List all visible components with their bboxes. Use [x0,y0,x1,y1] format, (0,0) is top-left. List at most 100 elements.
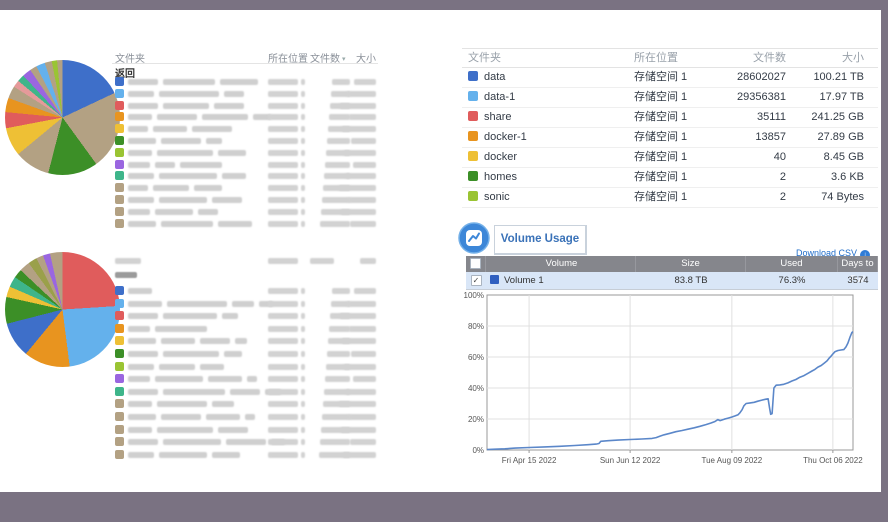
blurred-folder-row[interactable] [112,398,378,410]
blurred-folder-row[interactable] [112,348,378,360]
blurred-text [222,313,238,320]
folder-row-docker-1[interactable]: docker-1 存储空间 1 13857 27.89 GB [462,128,878,148]
blurred-text [212,451,240,458]
download-icon[interactable]: ↓ [860,250,870,260]
folder-name: docker [468,148,517,167]
blurred-folder-row[interactable] [112,182,378,194]
folder-file-count: 28602027 [737,71,786,83]
blurred-folder-row[interactable] [112,310,378,322]
folder-color-chip [115,374,124,384]
folder-row-data-1[interactable]: data-1 存储空间 1 29356381 17.97 TB [462,88,878,108]
blurred-folder-row[interactable] [112,123,378,135]
blurred-header-text [268,258,298,264]
volume-size: 83.8 TB [674,275,708,286]
folder-color-chip [115,159,124,169]
volume-days-to-full: 3574 [847,275,869,286]
blurred-location [268,114,298,121]
folder-row-sonic[interactable]: sonic 存储空间 1 2 74 Bytes [462,188,878,208]
folder-location: 存储空间 1 [634,91,688,103]
blurred-folder-row[interactable] [112,386,378,398]
folder-row-data[interactable]: data 存储空间 1 28602027 100.21 TB [462,68,878,88]
blurred-folder-row[interactable] [112,135,378,147]
blurred-location [268,325,298,332]
blurred-location [301,401,305,408]
folder-row-homes[interactable]: homes 存储空间 1 2 3.6 KB [462,168,878,188]
blurred-count [326,363,350,370]
folder-color-chip [115,112,124,122]
column-header-count[interactable]: 文件数 ▾ [310,54,346,65]
column-header-folder[interactable]: 文件夹 [115,54,145,65]
blurred-folder-row[interactable] [112,335,378,347]
column-header-count[interactable]: 文件数 [753,52,786,64]
folder-name: data-1 [468,88,515,107]
blurred-folder-row[interactable] [112,170,378,182]
folder-size: 27.89 GB [817,131,864,143]
blurred-text [192,126,232,133]
blurred-folder-row[interactable] [112,298,378,310]
blurred-text [245,414,255,420]
blurred-location [301,338,305,345]
blurred-text [202,114,248,121]
row-checkbox[interactable]: ✓ [466,272,486,289]
blurred-folder-row[interactable] [112,159,378,171]
download-csv-link[interactable]: Download CSV [795,248,857,258]
blurred-size [346,388,376,395]
blurred-folder-row[interactable] [112,436,378,448]
blurred-folder-row[interactable] [112,285,378,297]
blurred-folder-row[interactable] [112,361,378,373]
column-header-used[interactable]: Used [746,256,838,272]
select-all-checkbox[interactable] [466,256,486,272]
folder-row-docker[interactable]: docker 存储空间 1 40 8.45 GB [462,148,878,168]
column-header-location[interactable]: 所在位置 [634,52,678,64]
folder-row-share[interactable]: share 存储空间 1 35111 241.25 GB [462,108,878,128]
blurred-folder-row[interactable] [112,424,378,436]
blurred-location [268,149,298,156]
blurred-location [268,426,298,433]
blurred-folder-row[interactable] [112,411,378,423]
blurred-size [346,173,376,180]
folder-color-chip [115,195,124,204]
blurred-text [128,208,150,215]
blurred-text [161,138,201,144]
back-link[interactable]: 返回 [115,69,135,80]
blurred-folder-row[interactable] [112,449,378,461]
blurred-folder-row[interactable] [112,206,378,218]
blurred-location [268,161,298,168]
folder-file-count: 29356381 [737,91,786,103]
column-header-size[interactable]: 大小 [356,54,376,65]
blurred-location [301,363,305,370]
column-header-volume[interactable]: Volume [486,256,636,272]
blurred-text [128,149,152,156]
sort-caret-icon: ▾ [340,56,346,63]
column-header-folder[interactable]: 文件夹 [468,52,501,64]
blurred-size [353,376,376,383]
blurred-back-link[interactable] [115,272,137,278]
blurred-folder-row[interactable] [112,147,378,159]
blurred-folder-row[interactable] [112,111,378,123]
column-header-location[interactable]: 所在位置 [268,54,308,65]
blurred-folder-row[interactable] [112,323,378,335]
blurred-size [354,79,376,85]
volume-row[interactable]: ✓ Volume 1 83.8 TB 76.3% 3574 [466,272,878,290]
blurred-folder-row[interactable] [112,76,378,88]
blurred-folder-row[interactable] [112,194,378,206]
column-header-size[interactable]: Size [636,256,746,272]
folder-location: 存储空间 1 [634,191,688,203]
volume-usage-line-chart: 0% 20% 40% 60% 80% 100% Fri Apr 15 2022 Sun Jun… [464,291,864,465]
column-header-days-to-full[interactable]: Days to Full [838,256,878,285]
blurred-text [163,79,215,85]
blurred-location [268,313,298,320]
blurred-count [325,161,350,168]
folder-list-table-bottom [112,256,378,466]
blurred-folder-row[interactable] [112,88,378,100]
blurred-location [268,102,298,109]
blurred-location [301,388,305,395]
blurred-count [322,197,350,203]
folder-color-chip [115,124,124,134]
column-header-size[interactable]: 大小 [842,52,864,64]
blurred-folder-row[interactable] [112,218,378,230]
blurred-folder-row[interactable] [112,373,378,385]
blurred-size [342,338,376,345]
blurred-folder-row[interactable] [112,100,378,112]
